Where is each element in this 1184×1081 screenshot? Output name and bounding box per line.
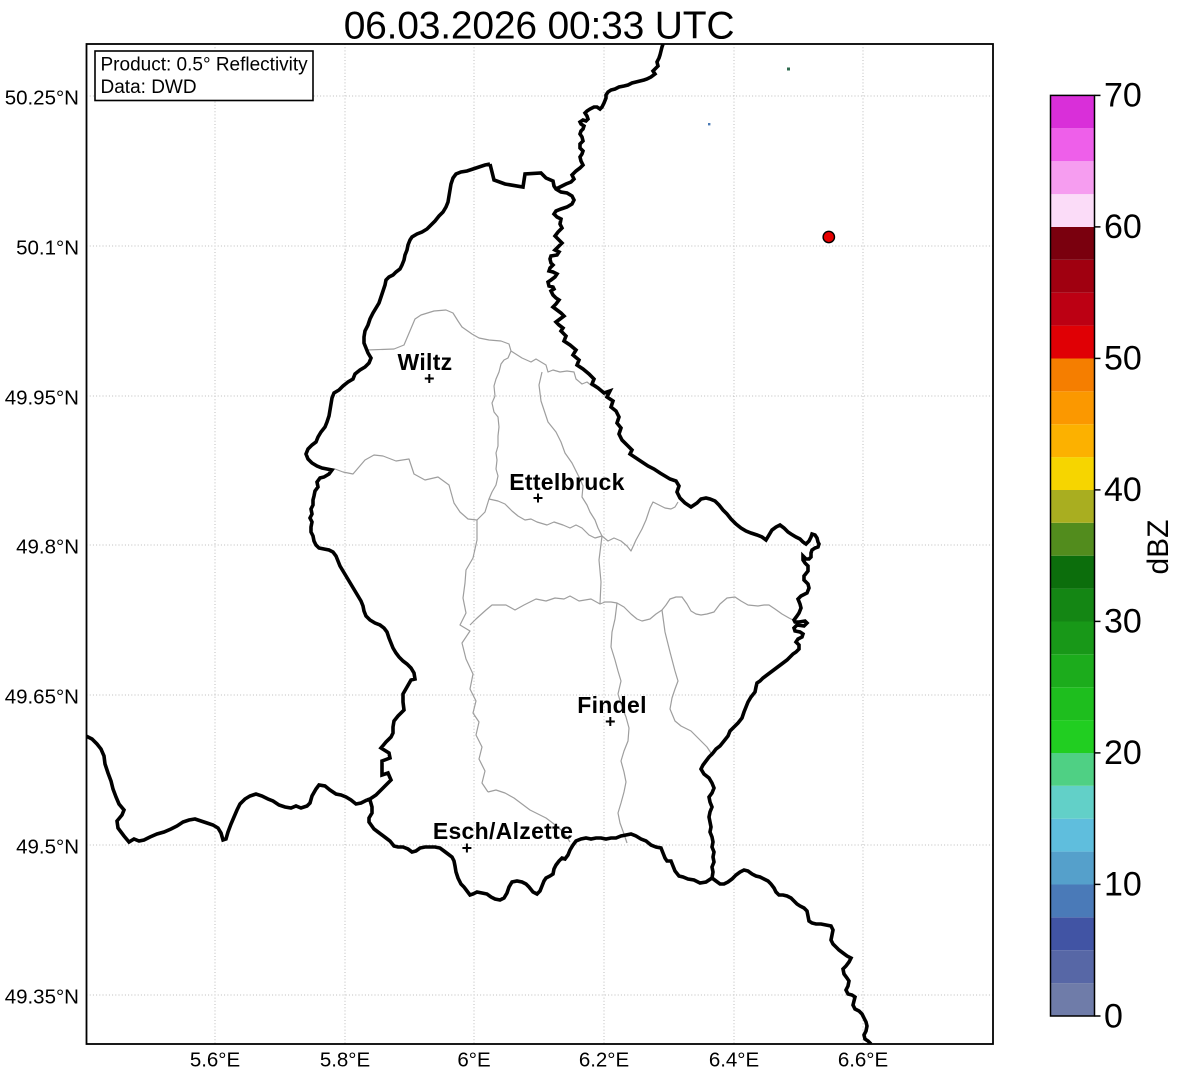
svg-text:0: 0 [1104,997,1123,1035]
svg-text:50: 50 [1104,340,1142,378]
svg-text:49.5°N: 49.5°N [16,835,79,858]
svg-text:Product: 0.5° Reflectivity: Product: 0.5° Reflectivity [101,55,309,76]
svg-text:dBZ: dBZ [1142,519,1175,574]
svg-text:6.2°E: 6.2°E [579,1049,629,1072]
svg-text:49.95°N: 49.95°N [5,386,79,409]
svg-text:Esch/Alzette: Esch/Alzette [433,818,573,844]
svg-text:20: 20 [1104,734,1142,772]
svg-text:6°E: 6°E [457,1049,490,1072]
svg-text:Findel: Findel [577,692,647,718]
svg-text:70: 70 [1104,77,1142,115]
svg-text:50.1°N: 50.1°N [16,236,79,259]
svg-text:40: 40 [1104,471,1142,509]
svg-text:6.4°E: 6.4°E [709,1049,759,1072]
svg-text:6.6°E: 6.6°E [838,1049,888,1072]
svg-text:49.8°N: 49.8°N [16,535,79,558]
svg-text:Wiltz: Wiltz [398,349,453,375]
svg-text:60: 60 [1104,208,1142,246]
svg-text:Ettelbruck: Ettelbruck [509,469,624,495]
svg-text:30: 30 [1104,603,1142,641]
svg-text:06.03.2026 00:33 UTC: 06.03.2026 00:33 UTC [344,5,735,48]
svg-text:Data: DWD: Data: DWD [101,77,197,98]
svg-text:5.6°E: 5.6°E [190,1049,240,1072]
svg-text:49.35°N: 49.35°N [5,985,79,1008]
svg-text:5.8°E: 5.8°E [320,1049,370,1072]
svg-text:10: 10 [1104,866,1142,904]
svg-text:49.65°N: 49.65°N [5,685,79,708]
svg-text:50.25°N: 50.25°N [5,86,79,109]
